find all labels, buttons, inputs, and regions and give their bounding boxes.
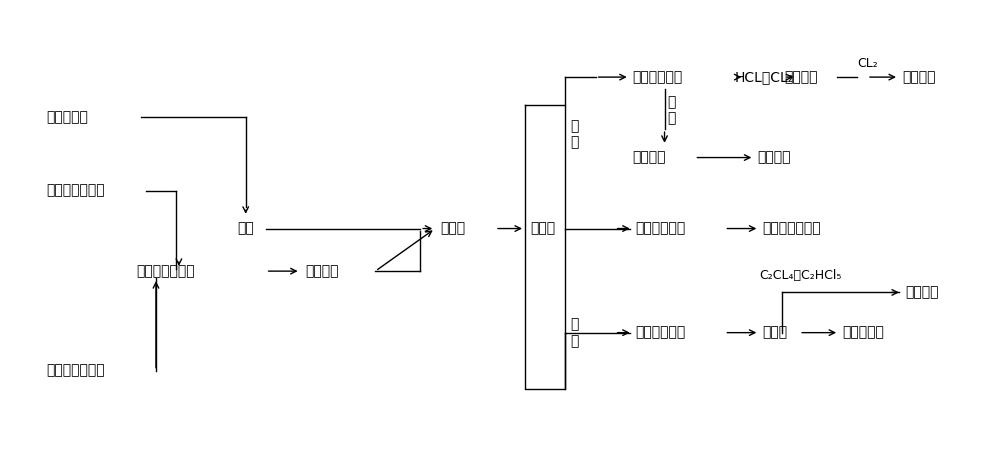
- Text: 四氯化碳: 四氯化碳: [633, 150, 666, 165]
- Text: HCL、CL₂: HCL、CL₂: [734, 70, 794, 84]
- Text: 返回反应: 返回反应: [905, 286, 938, 299]
- Text: 六氯乙烯粗品: 六氯乙烯粗品: [636, 326, 686, 340]
- Text: 塔
顶: 塔 顶: [570, 119, 578, 149]
- Text: 甲烷氯化物残液: 甲烷氯化物残液: [136, 264, 195, 278]
- Text: 吸收汽提: 吸收汽提: [784, 70, 818, 84]
- Text: 反应器: 反应器: [440, 221, 465, 236]
- Text: 返回的四氯化碳: 返回的四氯化碳: [46, 364, 105, 377]
- Text: CL₂: CL₂: [857, 57, 878, 70]
- Text: 返回反应: 返回反应: [902, 70, 935, 84]
- Text: 塔
底: 塔 底: [570, 317, 578, 348]
- Text: C₂CL₄、C₂HCl₅: C₂CL₄、C₂HCl₅: [759, 269, 842, 282]
- Text: 脱轻塔返回物料: 脱轻塔返回物料: [46, 184, 105, 198]
- Text: 返回的氯气: 返回的氯气: [46, 110, 88, 124]
- Text: 四氯乙烯粗品: 四氯乙烯粗品: [636, 221, 686, 236]
- Text: 三级冷凝分离: 三级冷凝分离: [633, 70, 683, 84]
- Text: 液
相: 液 相: [668, 95, 676, 125]
- Text: 六氯乙烯塔: 六氯乙烯塔: [842, 326, 884, 340]
- Text: 返回反应: 返回反应: [757, 150, 791, 165]
- Text: 氯气: 氯气: [237, 221, 254, 236]
- Text: 脱轻塔: 脱轻塔: [762, 326, 787, 340]
- Text: 四氯乙烯精馏塔: 四氯乙烯精馏塔: [762, 221, 821, 236]
- Text: 激冷塔: 激冷塔: [530, 221, 555, 236]
- Text: 汽化过热: 汽化过热: [306, 264, 339, 278]
